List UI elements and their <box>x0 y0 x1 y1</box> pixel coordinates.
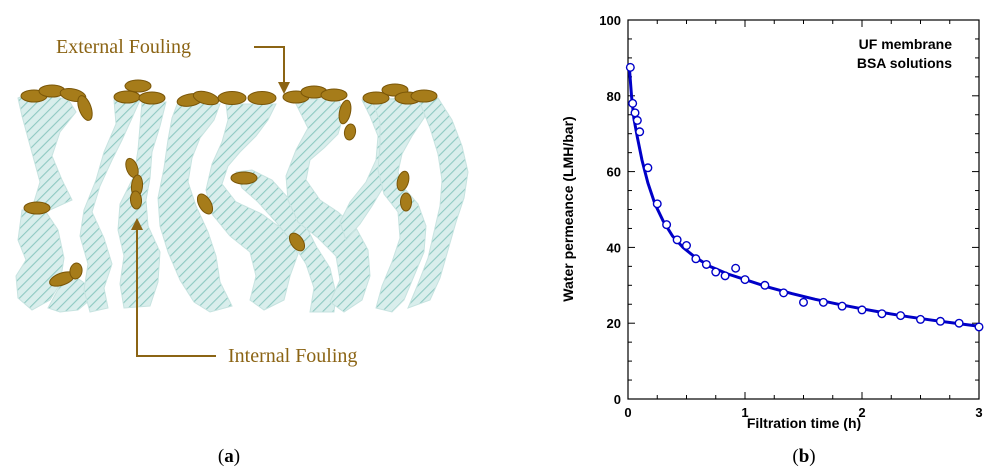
data-point <box>760 280 770 290</box>
membrane-wall <box>285 97 371 313</box>
foulant <box>124 79 152 93</box>
x-tick-label: 0 <box>624 405 631 420</box>
foulant <box>230 171 258 185</box>
data-point <box>635 127 645 137</box>
data-point <box>632 115 642 125</box>
data-markers <box>625 62 984 332</box>
external-fouling-arrow <box>254 46 285 84</box>
data-point <box>630 108 640 118</box>
external-foulants <box>20 79 438 141</box>
data-point <box>662 220 672 230</box>
data-point <box>740 275 750 285</box>
foulant <box>129 190 143 210</box>
internal-fouling-arrowhead <box>131 218 143 230</box>
y-tick-label: 20 <box>607 316 621 331</box>
data-point <box>672 235 682 245</box>
membrane-wall <box>235 169 337 313</box>
data-point <box>779 288 789 298</box>
data-point <box>711 267 721 277</box>
external-fouling-label: External Fouling <box>56 36 191 58</box>
data-point <box>731 263 741 273</box>
x-tick-label: 1 <box>741 405 748 420</box>
membrane-walls <box>15 93 469 313</box>
data-point <box>954 318 964 328</box>
y-tick-label: 40 <box>607 240 621 255</box>
data-point <box>625 62 635 72</box>
foulant <box>217 91 247 105</box>
foulant <box>343 123 357 141</box>
membrane-wall <box>157 101 233 313</box>
foulant <box>288 232 306 252</box>
foulant <box>410 89 438 103</box>
foulant <box>362 91 390 105</box>
chart-annotation-line-2: BSA solutions <box>857 55 952 71</box>
membrane-wall <box>17 93 77 211</box>
foulant <box>192 90 220 106</box>
axis-tick-labels: 0 1 2 3 0 20 40 60 80 100 <box>599 13 982 420</box>
y-tick-label: 80 <box>607 89 621 104</box>
foulant <box>138 91 166 105</box>
foulant <box>400 192 412 212</box>
foulant <box>320 88 348 102</box>
x-tick-label: 3 <box>975 405 982 420</box>
data-point <box>837 301 847 311</box>
axis-ticks <box>627 19 980 400</box>
membrane-wall <box>407 97 469 309</box>
data-point <box>628 98 638 108</box>
foulant <box>196 193 214 215</box>
internal-foulants <box>23 157 412 287</box>
internal-fouling-label: Internal Fouling <box>228 345 357 367</box>
data-point <box>701 259 711 269</box>
data-point <box>896 311 906 321</box>
data-point <box>974 322 984 332</box>
y-axis-label: Water permeance (LMH/bar) <box>560 116 576 301</box>
membrane-wall <box>205 103 299 311</box>
panel-b-caption: (b) <box>792 446 815 467</box>
data-point <box>720 271 730 281</box>
data-point <box>818 297 828 307</box>
x-tick-label: 2 <box>858 405 865 420</box>
panel-b-chart: 0 1 2 3 0 20 40 60 80 100 UF membrane BSA solutio… <box>560 13 984 467</box>
data-point <box>799 297 809 307</box>
internal-fouling-arrow <box>136 228 216 357</box>
data-point <box>682 241 692 251</box>
data-point <box>935 316 945 326</box>
data-point <box>916 314 926 324</box>
y-tick-label: 100 <box>599 13 621 28</box>
membrane-wall <box>79 99 141 313</box>
foulant <box>113 90 141 104</box>
fit-curve <box>627 65 980 328</box>
plot-frame <box>627 19 980 400</box>
foulant <box>77 95 93 121</box>
foulant <box>396 170 410 192</box>
panel-b-caption-letter: b <box>799 446 810 467</box>
panel-a-membrane-schematic: External Fouling Internal Fouling (a) <box>15 36 469 467</box>
data-point <box>691 254 701 264</box>
foulant <box>247 91 277 105</box>
y-tick-label: 60 <box>607 165 621 180</box>
panel-a-caption-letter: a <box>224 446 234 467</box>
data-point <box>652 199 662 209</box>
data-point <box>643 163 653 173</box>
external-fouling-arrowhead <box>278 82 290 94</box>
chart-annotation-line-1: UF membrane <box>859 36 953 52</box>
x-axis-label: Filtration time (h) <box>747 415 861 431</box>
data-point <box>877 309 887 319</box>
foulant <box>23 201 51 215</box>
y-tick-label: 0 <box>614 392 621 407</box>
foulant <box>338 99 352 125</box>
panel-a-caption: (a) <box>218 446 240 467</box>
data-point <box>857 305 867 315</box>
foulant <box>69 262 83 280</box>
